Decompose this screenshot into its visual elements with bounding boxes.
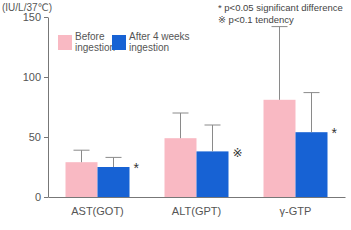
y-tick-label: 100: [23, 71, 41, 83]
error-stem: [311, 93, 312, 133]
error-bar: [304, 93, 320, 133]
significance-mark: ※: [233, 146, 243, 160]
x-tick: γ-GTP: [280, 197, 312, 217]
x-tick-label: γ-GTP: [280, 205, 312, 217]
y-tick: 0: [35, 191, 48, 203]
legend-swatch: [58, 35, 72, 50]
y-tick: 50: [29, 131, 48, 143]
bar: [98, 167, 130, 197]
y-tick-label: 0: [35, 191, 41, 203]
x-tick: AST(GOT): [71, 197, 124, 217]
significance-mark: *: [332, 125, 338, 141]
bar: [165, 138, 197, 197]
significance-mark: *: [134, 160, 140, 176]
y-tick-mark: [44, 137, 48, 138]
error-bar: [205, 125, 221, 151]
bar: [296, 132, 328, 197]
error-stem: [180, 113, 181, 138]
bar: [197, 151, 229, 197]
y-tick-mark: [44, 77, 48, 78]
y-tick-label: 50: [29, 131, 41, 143]
error-cap: [74, 150, 90, 151]
y-axis-title: (IU/L/37℃): [2, 2, 52, 13]
error-stem: [279, 27, 280, 100]
legend-label: After 4 weeksingestion: [129, 31, 190, 53]
bar: [66, 162, 98, 197]
chart: *※*050100150AST(GOT)ALT(GPT)γ-GTP(IU/L/3…: [0, 0, 351, 230]
annotation: ※ p<0.1 tendency: [218, 14, 294, 25]
error-cap: [205, 125, 221, 126]
error-stem: [81, 150, 82, 162]
error-stem: [113, 157, 114, 167]
error-cap: [173, 113, 189, 114]
error-cap: [106, 157, 122, 158]
error-bar: [106, 157, 122, 167]
legend-item: Beforeingestion: [58, 31, 115, 53]
error-cap: [304, 92, 320, 93]
error-bar: [173, 113, 189, 138]
legend-swatch: [112, 35, 126, 50]
y-axis-line: [48, 18, 49, 198]
x-axis: AST(GOT) ALT(GPT) γ-GTP: [49, 197, 346, 217]
x-tick: ALT(GPT): [172, 197, 221, 217]
legend-item: After 4 weeksingestion: [112, 31, 190, 53]
x-tick-label: AST(GOT): [71, 205, 124, 217]
y-tick-mark: [44, 197, 48, 198]
x-tick-label: ALT(GPT): [172, 205, 221, 217]
plot-area: [66, 27, 328, 197]
legend-label: Beforeingestion: [75, 31, 115, 53]
error-cap: [272, 26, 288, 27]
error-bar: [272, 27, 288, 100]
y-tick: 100: [23, 71, 48, 83]
bar: [264, 100, 296, 197]
annotation: * p<0.05 significant difference: [218, 2, 343, 13]
y-axis: 050100150: [23, 11, 49, 203]
y-tick-mark: [44, 17, 48, 18]
error-stem: [212, 125, 213, 151]
x-axis-line: [49, 197, 346, 198]
error-bar: [74, 150, 90, 162]
